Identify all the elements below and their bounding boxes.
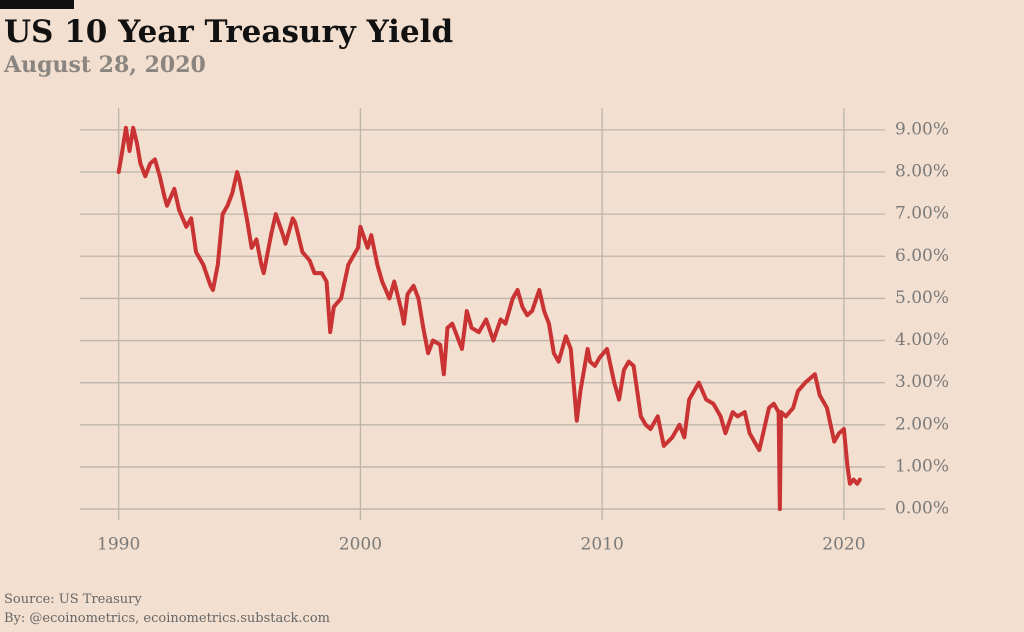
- x-tick-label: 2020: [822, 535, 865, 555]
- y-tick-label: 8.00%: [895, 162, 949, 182]
- x-tick-label: 1990: [97, 535, 140, 555]
- chart-title: US 10 Year Treasury Yield: [4, 14, 453, 50]
- y-tick-label: 7.00%: [895, 204, 949, 224]
- y-tick-label: 6.00%: [895, 246, 949, 266]
- chart-subtitle: August 28, 2020: [3, 52, 206, 78]
- y-tick-label: 1.00%: [895, 456, 949, 476]
- plot: [116, 125, 862, 512]
- brand-bar: [0, 0, 74, 9]
- grid: 0.00% 1.00% 2.00% 3.00% 4.00% 5.00% 6.00% 7.00%…: [80, 108, 949, 555]
- y-tick-label: 9.00%: [895, 119, 949, 139]
- y-tick-label: 2.00%: [895, 414, 949, 434]
- source-note: Source: US Treasury: [4, 592, 142, 607]
- y-tick-label: 0.00%: [895, 499, 949, 519]
- y-tick-label: 5.00%: [895, 288, 949, 308]
- y-tick-label: 4.00%: [895, 330, 949, 350]
- x-tick-label: 2000: [339, 535, 382, 555]
- credit-note: By: @ecoinometrics, ecoinometrics.substa…: [4, 611, 330, 626]
- y-tick-label: 3.00%: [895, 372, 949, 392]
- x-tick-label: 2010: [581, 535, 624, 555]
- yield-line: [116, 125, 862, 512]
